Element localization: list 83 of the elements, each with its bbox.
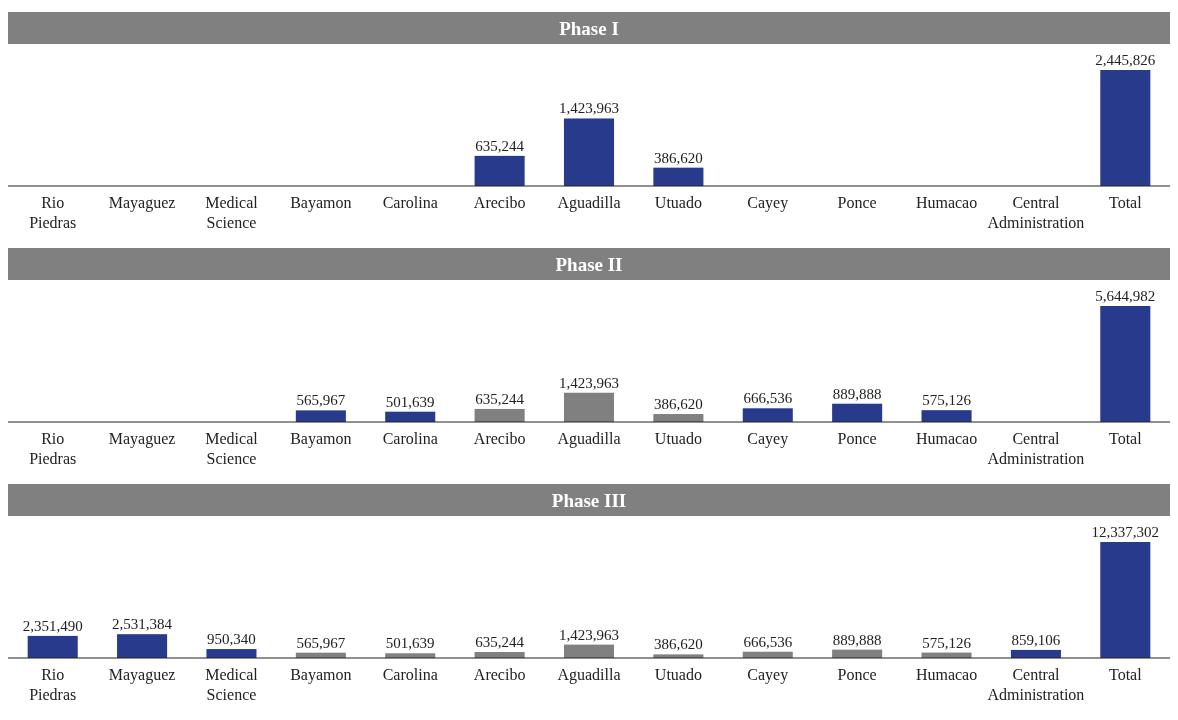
bar: [295, 410, 346, 422]
x-tick-label: Central Administration: [987, 666, 1085, 703]
x-tick-label: Aguadilla: [557, 194, 621, 212]
x-tick-label: Ponce: [837, 666, 877, 683]
data-label: 1,423,963: [559, 374, 619, 391]
x-tick-label: Carolina: [382, 194, 438, 211]
x-tick-label: Total: [1108, 666, 1143, 683]
x-tick-label: Rio Piedras: [29, 666, 77, 703]
data-label: 565,967: [296, 392, 346, 409]
x-tick-label: Carolina: [382, 430, 438, 447]
x-tick-label: Rio Piedras: [29, 194, 77, 231]
data-label: 575,126: [922, 392, 972, 409]
x-tick-label: Arecibo: [473, 430, 526, 447]
x-tick-label: Humacao: [915, 194, 978, 211]
x-tick-label: Humacao: [915, 430, 978, 447]
x-tick-label: Arecibo: [473, 194, 526, 211]
data-label: 1,423,963: [559, 626, 619, 643]
x-tick-label: Ponce: [837, 194, 877, 211]
data-label: 565,967: [296, 634, 346, 651]
x-tick-label: Cayey: [747, 430, 789, 448]
x-tick-label: Medical Science: [205, 666, 259, 703]
data-label: 635,244: [475, 634, 525, 651]
data-label: 501,639: [385, 393, 435, 410]
x-tick-label: Cayey: [747, 666, 789, 684]
x-tick-label: Mayaguez: [108, 194, 176, 212]
bar: [27, 635, 78, 658]
bar: [653, 167, 704, 186]
x-tick-label: Medical Science: [205, 430, 259, 467]
x-tick-label: Utuado: [654, 430, 702, 447]
chart-title: Phase III: [551, 490, 627, 511]
x-tick-label: Arecibo: [473, 666, 526, 683]
data-label: 635,244: [475, 390, 525, 407]
data-label: 575,126: [922, 634, 972, 651]
x-tick-label: Rio Piedras: [29, 430, 77, 467]
x-tick-label: Total: [1108, 194, 1143, 211]
data-label: 5,644,982: [1095, 288, 1156, 304]
data-label: 635,244: [475, 137, 525, 154]
data-label: 12,337,302: [1091, 524, 1160, 540]
data-label: 386,620: [654, 636, 703, 653]
bar: [1100, 542, 1151, 658]
data-label: 666,536: [743, 390, 793, 407]
bar: [742, 408, 793, 422]
bar: [1100, 306, 1151, 422]
x-tick-label: Total: [1108, 430, 1143, 447]
data-label: 501,639: [385, 635, 435, 652]
data-label: 2,351,490: [22, 617, 83, 634]
data-label: 889,888: [832, 385, 882, 402]
bar: [563, 118, 615, 186]
x-tick-label: Central Administration: [987, 430, 1085, 467]
x-tick-label: Aguadilla: [557, 430, 621, 448]
bar: [832, 403, 883, 422]
x-tick-label: Bayamon: [290, 666, 352, 684]
data-label: 386,620: [654, 396, 703, 413]
x-tick-label: Bayamon: [290, 194, 352, 212]
x-tick-label: Mayaguez: [108, 430, 176, 448]
data-label: 2,445,826: [1095, 52, 1156, 68]
x-tick-label: Utuado: [654, 194, 702, 211]
x-tick-label: Humacao: [915, 666, 978, 683]
bar: [563, 644, 615, 658]
data-label: 386,620: [654, 149, 703, 166]
data-label: 859,106: [1011, 631, 1061, 648]
data-label: 666,536: [743, 633, 793, 650]
bar: [117, 634, 168, 658]
bar: [921, 410, 972, 422]
x-tick-label: Utuado: [654, 666, 702, 683]
data-label: 2,531,384: [112, 616, 173, 633]
chart-title: Phase II: [555, 254, 623, 275]
x-tick-label: Ponce: [837, 430, 877, 447]
x-tick-label: Carolina: [382, 666, 438, 683]
x-tick-label: Medical Science: [205, 194, 259, 231]
data-label: 889,888: [832, 631, 882, 648]
x-tick-label: Bayamon: [290, 430, 352, 448]
bar: [474, 155, 525, 186]
x-tick-label: Mayaguez: [108, 666, 176, 684]
x-tick-label: Central Administration: [987, 194, 1085, 231]
x-tick-label: Aguadilla: [557, 666, 621, 684]
bar: [563, 392, 615, 422]
bar: [1100, 70, 1151, 186]
chart-title: Phase I: [559, 18, 619, 39]
x-tick-label: Cayey: [747, 194, 789, 212]
data-label: 950,340: [207, 631, 256, 648]
bar: [474, 408, 525, 422]
data-label: 1,423,963: [559, 100, 619, 117]
